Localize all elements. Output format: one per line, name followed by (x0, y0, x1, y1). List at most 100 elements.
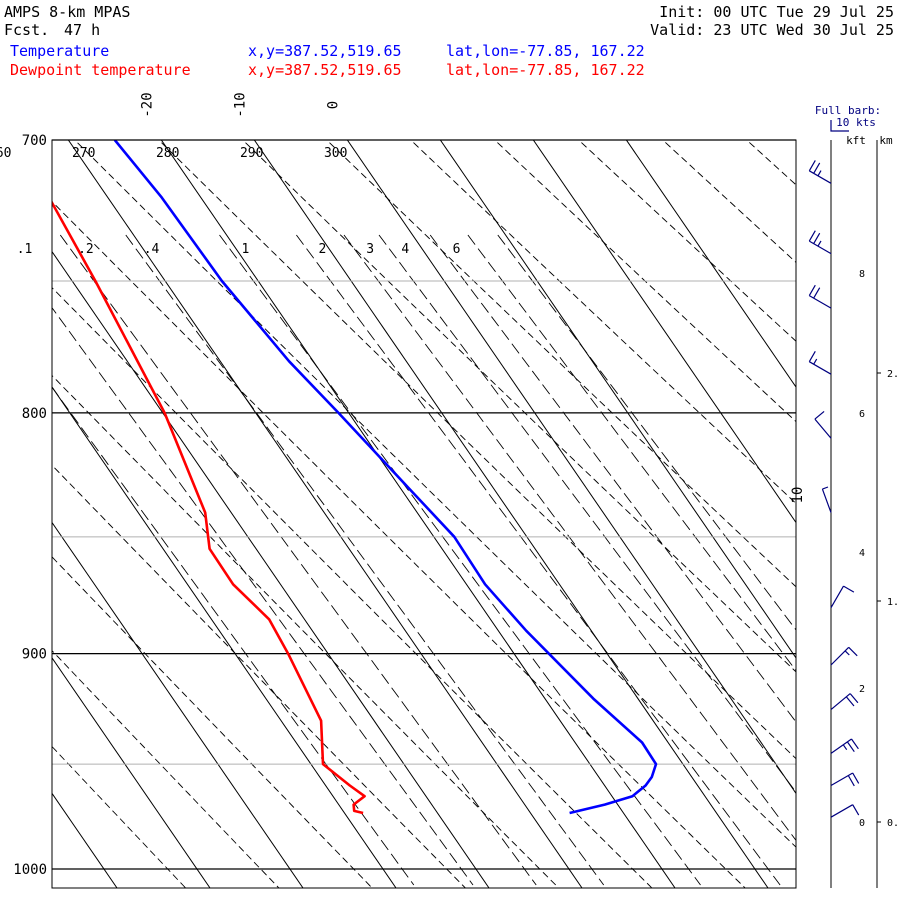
km-tick-1: 1. (887, 597, 899, 608)
wind-barb (814, 410, 832, 439)
dewpoint-xy: x,y=387.52,519.65 (248, 61, 402, 79)
isotherm-line (52, 657, 211, 888)
temperature-xy: x,y=387.52,519.65 (248, 42, 402, 60)
dry-adiabat (746, 140, 796, 186)
pressure-label: 700 (22, 133, 47, 149)
mixing-ratio-line (467, 234, 796, 672)
wind-barb (830, 804, 860, 818)
wind-barb-panel: Full barb: 10 kts kft km 8 6 4 2 0 2. 1.… (808, 104, 899, 888)
dry-adiabat (52, 374, 560, 888)
kft-tick-6: 6 (859, 409, 865, 420)
theta-label: 290 (240, 146, 263, 161)
mixing-ratio-label: 3 (366, 242, 374, 257)
forecast-hour: 47 h (64, 21, 101, 39)
mixing-ratio-line (52, 386, 415, 886)
kft-tick-4: 4 (859, 548, 865, 559)
legend-temperature: Temperature (10, 42, 110, 60)
isotherm-line (52, 521, 304, 888)
dry-adiabat (158, 140, 796, 760)
mixing-ratio-line (343, 234, 796, 842)
kft-tick-2: 2 (859, 684, 865, 695)
km-tick-2: 2. (887, 369, 899, 380)
wind-barb (830, 646, 858, 666)
wind-barb (808, 351, 832, 375)
mixing-ratio-label: .2 (78, 242, 94, 257)
dry-adiabat (52, 650, 280, 888)
dry-adiabat (578, 140, 796, 342)
mixing-ratio-line (296, 234, 781, 886)
wind-barb (830, 738, 859, 754)
forecast-label: Fcst. (4, 21, 50, 39)
pressure-label: 800 (22, 406, 47, 422)
dewpoint-latlon: lat,lon=-77.85, 167.22 (446, 61, 645, 79)
isotherm-line (52, 386, 397, 888)
isotherm-label: -20 (139, 92, 155, 117)
isotherm-line (52, 250, 490, 888)
isotherm-label: -10 (232, 92, 248, 117)
isotherm-line (253, 140, 769, 888)
isotherm-label: 10 (790, 487, 806, 504)
mixing-ratio-label: .4 (144, 242, 160, 257)
dry-adiabat (52, 745, 187, 888)
plot-frame (51, 139, 797, 889)
isobars (52, 139, 796, 870)
wind-barb (830, 693, 859, 711)
skew-t-helpers (52, 135, 900, 891)
barb-legend-title: Full barb: (815, 104, 881, 117)
km-tick-0: 0. (887, 818, 899, 829)
wind-barb (808, 230, 832, 255)
isotherm-line (439, 140, 796, 659)
isotherm-line (160, 140, 676, 888)
dry-adiabat (825, 135, 900, 891)
dry-adiabat (52, 287, 653, 888)
mixing-ratio-label: .1 (17, 242, 33, 257)
dewpoint-profile (52, 200, 366, 815)
wind-barb (830, 585, 855, 609)
kft-tick-8: 8 (859, 269, 865, 280)
mixing-ratio-label: 1 (241, 242, 249, 257)
dry-adiabat (52, 200, 746, 888)
dry-adiabat (242, 140, 796, 673)
barb-legend-speed: 10 kts (836, 116, 876, 129)
dry-adiabat (52, 464, 467, 888)
temperature-latlon: lat,lon=-77.85, 167.22 (446, 42, 645, 60)
theta-label: 270 (72, 146, 95, 161)
dry-adiabat (74, 140, 796, 848)
dry-adiabat (52, 556, 373, 888)
valid-time: Valid: 23 UTC Wed 30 Jul 25 (650, 21, 894, 39)
mixing-ratio-line (219, 234, 701, 886)
axis-labels: 7008009001000-20-10010220230240250260270… (0, 92, 806, 878)
theta-label: 300 (324, 146, 347, 161)
sounding-profiles (52, 140, 658, 815)
wind-barb (821, 486, 832, 513)
mixing-ratio-label: 6 (453, 242, 461, 257)
model-title: AMPS 8-km MPAS (4, 3, 131, 21)
isotherm-line (67, 140, 583, 888)
pressure-label: 900 (22, 647, 47, 663)
theta-label: 260 (0, 146, 11, 161)
mixing-ratio-label: 2 (319, 242, 327, 257)
isotherm-line (625, 140, 796, 388)
pressure-label: 1000 (13, 862, 47, 878)
legend-dewpoint: Dewpoint temperature (10, 61, 191, 79)
isotherm-line (346, 140, 796, 795)
mixing-ratio-line (52, 306, 474, 886)
theta-label: 280 (156, 146, 179, 161)
mixing-ratio-line (125, 234, 605, 886)
wind-barb (830, 772, 860, 787)
isotherm-line (532, 140, 796, 524)
temperature-profile (113, 140, 658, 815)
wind-barb (808, 284, 832, 309)
dry-adiabat (410, 140, 796, 505)
kft-tick-0: 0 (859, 818, 865, 829)
init-time: Init: 00 UTC Tue 29 Jul 25 (659, 3, 894, 21)
km-label: km (879, 134, 893, 147)
dry-adiabat (326, 140, 796, 588)
mixing-ratio-line (378, 234, 796, 793)
mixing-ratio-label: 4 (401, 242, 409, 257)
dry-adiabat (662, 140, 796, 263)
wind-barb (808, 160, 832, 184)
wind-barbs (808, 160, 860, 818)
barb-legend-sample (830, 120, 849, 132)
